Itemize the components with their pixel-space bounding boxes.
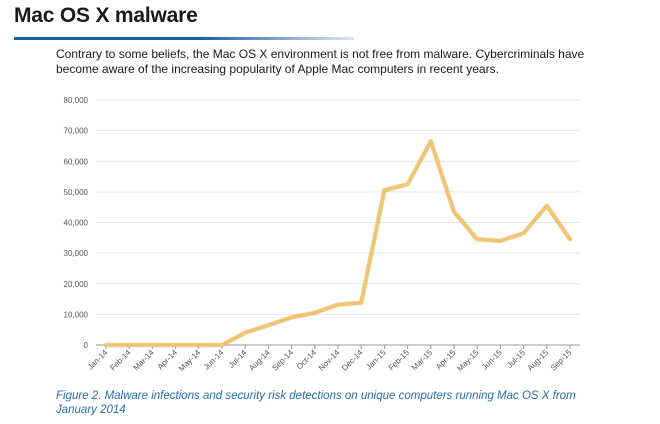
data-point bbox=[290, 316, 293, 319]
data-point bbox=[476, 238, 479, 241]
data-point bbox=[406, 183, 409, 186]
x-tick-label: Jul-14 bbox=[227, 348, 249, 370]
x-tick-label: Jul-15 bbox=[505, 348, 527, 370]
y-tick-label: 0 bbox=[84, 341, 89, 350]
data-point bbox=[244, 331, 247, 334]
y-tick-label: 80,000 bbox=[64, 96, 89, 105]
malware-line-chart: 0 10,000 20,000 30,000 40,000 50,000 60,000 70,… bbox=[64, 96, 580, 373]
x-tick-label: Jun-15 bbox=[480, 348, 504, 372]
data-point bbox=[429, 140, 432, 143]
x-tick-label: Sep-14 bbox=[270, 348, 295, 373]
x-tick-label: Apr-14 bbox=[156, 348, 180, 372]
x-tick-label: Aug-14 bbox=[247, 348, 272, 373]
x-tick-label: Feb-14 bbox=[108, 348, 133, 373]
data-point bbox=[452, 210, 456, 213]
data-point bbox=[128, 343, 131, 347]
data-point bbox=[267, 323, 270, 327]
x-tick-label: Apr-15 bbox=[434, 348, 458, 372]
x-tick-label: Feb-15 bbox=[387, 348, 412, 373]
x-tick-label: Jan-15 bbox=[364, 348, 388, 372]
x-tick-label: May-15 bbox=[455, 348, 481, 374]
series-layer bbox=[103, 139, 573, 348]
gridlines bbox=[96, 99, 580, 346]
x-tick-label: Jan-14 bbox=[86, 348, 110, 372]
y-tick-label: 40,000 bbox=[64, 219, 89, 228]
y-tick-label: 30,000 bbox=[64, 249, 89, 258]
data-point bbox=[104, 343, 108, 347]
y-axis-ticks: 0 10,000 20,000 30,000 40,000 50,000 60,000 70,… bbox=[64, 96, 89, 350]
data-point bbox=[499, 239, 502, 243]
x-tick-label: Jun-14 bbox=[202, 348, 226, 372]
data-point bbox=[522, 232, 525, 235]
y-tick-label: 20,000 bbox=[64, 280, 89, 289]
data-point bbox=[336, 303, 340, 306]
y-tick-label: 60,000 bbox=[64, 157, 89, 166]
data-point bbox=[360, 301, 363, 304]
x-tick-label: Mar-15 bbox=[410, 348, 435, 373]
x-tick-label: Oct-14 bbox=[295, 348, 319, 372]
data-point bbox=[197, 343, 200, 347]
data-point bbox=[174, 343, 177, 347]
data-point bbox=[220, 343, 224, 347]
page-title: Mac OS X malware bbox=[14, 4, 198, 27]
data-point bbox=[313, 311, 316, 315]
y-tick-label: 10,000 bbox=[64, 310, 89, 319]
intro-paragraph: Contrary to some beliefs, the Mac OS X e… bbox=[56, 47, 585, 76]
y-tick-label: 50,000 bbox=[64, 188, 89, 197]
data-point bbox=[383, 189, 386, 192]
x-tick-label: Aug-15 bbox=[526, 348, 551, 373]
x-tick-label: Mar-14 bbox=[132, 348, 157, 373]
x-tick-label: Dec-14 bbox=[340, 348, 365, 373]
figure-caption: Figure 2. Malware infections and securit… bbox=[56, 390, 576, 416]
x-tick-label: May-14 bbox=[177, 348, 203, 374]
x-tick-label: Nov-14 bbox=[317, 348, 342, 373]
data-point bbox=[545, 204, 548, 207]
y-tick-label: 70,000 bbox=[64, 127, 89, 136]
x-tick-label: Sep-15 bbox=[549, 348, 574, 373]
title-underline bbox=[14, 37, 354, 40]
data-point bbox=[568, 238, 572, 241]
data-point bbox=[151, 343, 154, 347]
